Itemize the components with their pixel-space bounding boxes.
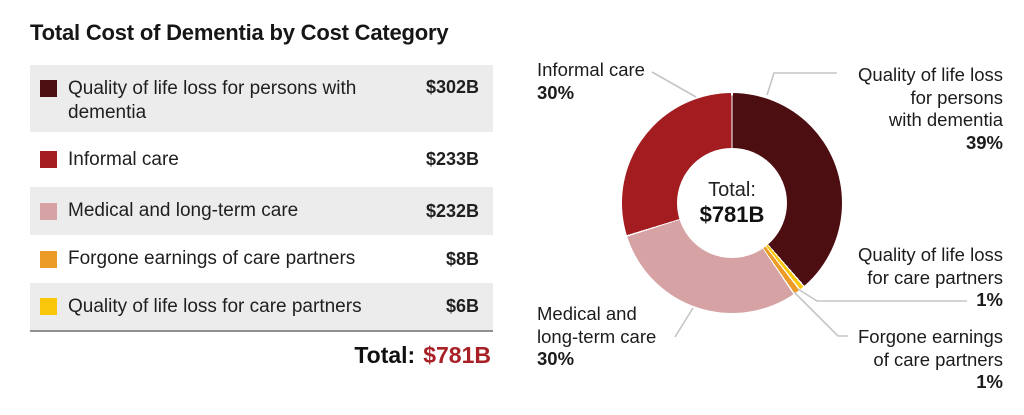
total-row: Total: $781B — [30, 342, 493, 369]
legend-row: Forgone earnings of care partners $8B — [30, 235, 493, 283]
leader-line-qol-persons — [766, 72, 837, 96]
callout-line: with dementia — [888, 109, 1003, 130]
callout-line: Forgone earnings — [857, 326, 1003, 347]
legend-row: Informal care $233B — [30, 132, 493, 187]
legend-value: $8B — [445, 248, 479, 269]
callout-informal-care: Informal care 30% — [537, 58, 645, 104]
callout-medical-care: Medical and long-term care 30% — [537, 303, 656, 371]
legend-value: $232B — [425, 200, 479, 221]
legend-divider — [30, 330, 493, 332]
legend-label: Forgone earnings of care partners — [68, 248, 356, 269]
callout-percent: 39% — [965, 131, 1003, 153]
callout-line: Quality of life loss — [858, 244, 1003, 265]
legend-row: Quality of life loss for persons with de… — [30, 65, 493, 132]
callout-line: long-term care — [537, 325, 657, 347]
total-value: $781B — [423, 342, 491, 368]
callout-line: Quality of life loss — [858, 64, 1003, 85]
callout-line: for care partners — [867, 266, 1003, 288]
callout-percent: 30% — [537, 82, 575, 103]
callout-line: Informal care — [537, 59, 645, 80]
legend-value: $233B — [425, 149, 479, 169]
callout-forgone-earnings: Forgone earnings of care partners 1% — [858, 326, 1003, 394]
donut-hole: Total: $781B — [677, 148, 787, 258]
legend-swatch — [40, 80, 57, 97]
callout-percent: 1% — [976, 289, 1003, 310]
legend-swatch — [40, 298, 57, 315]
chart-title: Total Cost of Dementia by Cost Category — [30, 20, 449, 45]
legend-table: Quality of life loss for persons with de… — [30, 65, 493, 369]
legend-label: Quality of life loss for persons with de… — [68, 78, 357, 123]
callout-line: for persons — [910, 86, 1003, 108]
legend-swatch — [40, 151, 57, 168]
callout-qol-persons: Quality of life loss for persons with de… — [858, 64, 1003, 154]
donut-chart: Total: $781B — [622, 93, 842, 313]
legend-label: Quality of life loss for care partners — [68, 295, 362, 317]
callout-percent: 1% — [976, 371, 1003, 392]
callout-line: of care partners — [873, 348, 1003, 370]
legend-value: $302B — [425, 77, 479, 97]
total-label: Total: — [354, 342, 416, 368]
legend-row: Quality of life loss for care partners $… — [30, 283, 493, 330]
callout-percent: 30% — [537, 348, 575, 369]
callout-qol-care-partners: Quality of life loss for care partners 1… — [858, 244, 1003, 312]
donut-center-label: Total: — [708, 179, 756, 201]
legend-swatch — [40, 250, 57, 268]
donut-center-value: $781B — [699, 202, 765, 227]
legend-swatch — [40, 202, 57, 220]
legend-value: $6B — [445, 296, 479, 316]
callout-line: Medical and — [537, 303, 637, 324]
legend-row: Medical and long-term care $232B — [30, 187, 493, 235]
legend-label: Medical and long-term care — [68, 200, 299, 221]
legend-label: Informal care — [68, 148, 179, 170]
